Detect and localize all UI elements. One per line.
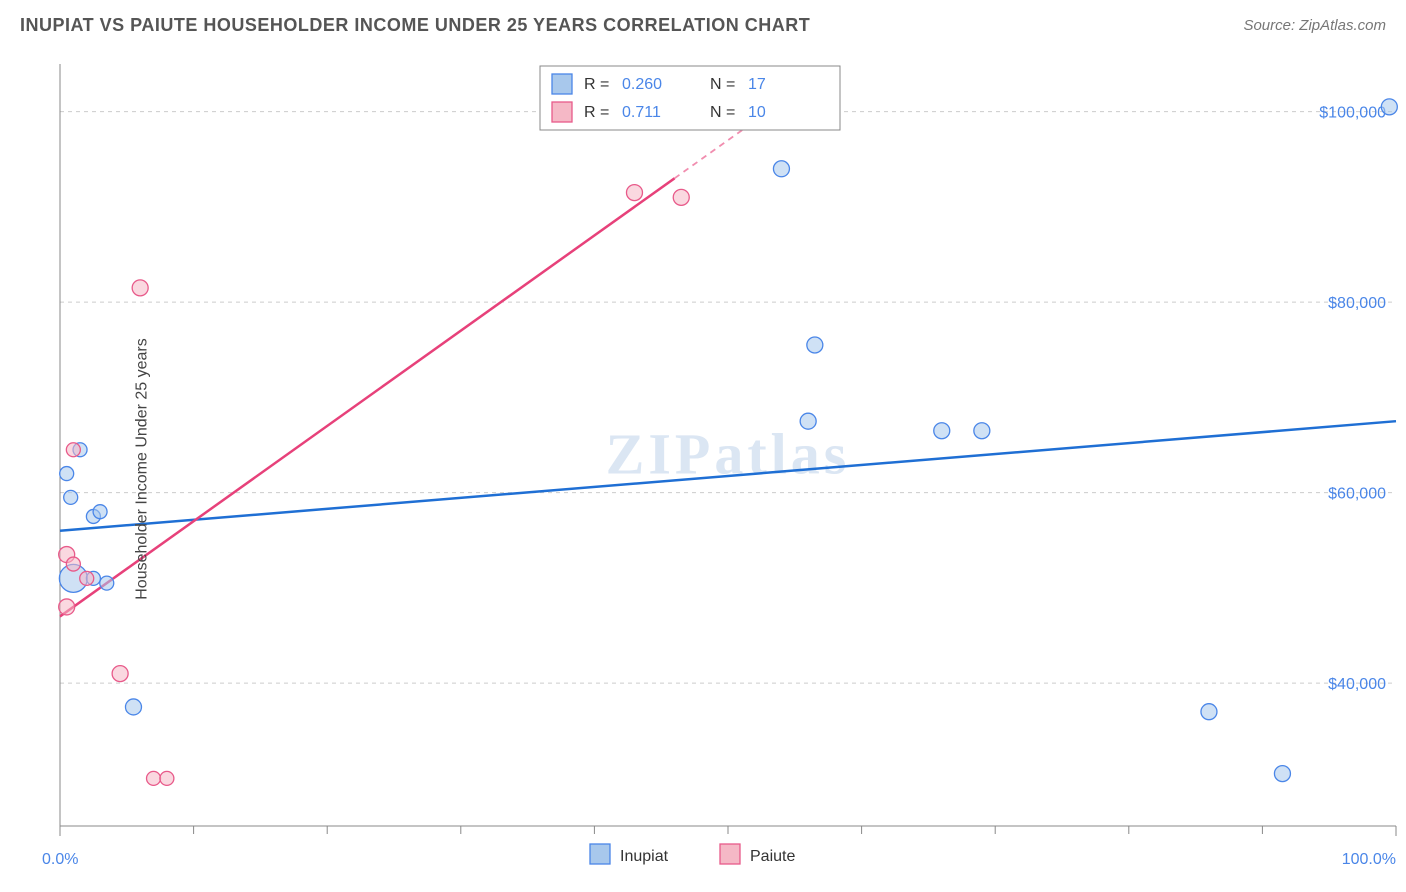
svg-text:$40,000: $40,000 — [1328, 676, 1386, 693]
svg-text:10: 10 — [748, 104, 766, 121]
svg-text:$80,000: $80,000 — [1328, 295, 1386, 312]
svg-text:Paiute: Paiute — [750, 848, 795, 865]
chart-title: INUPIAT VS PAIUTE HOUSEHOLDER INCOME UND… — [20, 15, 810, 36]
svg-text:N =: N = — [710, 104, 735, 121]
svg-text:0.0%: 0.0% — [42, 851, 78, 868]
chart-source: Source: ZipAtlas.com — [1243, 17, 1386, 34]
chart-area: Householder Income Under 25 years $40,00… — [0, 46, 1406, 892]
svg-text:N =: N = — [710, 76, 735, 93]
scatter-chart: $40,000$60,000$80,000$100,000ZIPatlas0.0… — [0, 46, 1406, 892]
svg-text:R =: R = — [584, 104, 609, 121]
y-axis-label: Householder Income Under 25 years — [134, 338, 152, 599]
svg-text:100.0%: 100.0% — [1342, 851, 1396, 868]
svg-text:0.260: 0.260 — [622, 76, 662, 93]
chart-header: INUPIAT VS PAIUTE HOUSEHOLDER INCOME UND… — [0, 0, 1406, 46]
svg-text:17: 17 — [748, 76, 766, 93]
svg-text:$100,000: $100,000 — [1319, 105, 1386, 122]
svg-text:$60,000: $60,000 — [1328, 486, 1386, 503]
svg-text:Inupiat: Inupiat — [620, 848, 669, 865]
svg-text:R =: R = — [584, 76, 609, 93]
svg-text:0.711: 0.711 — [622, 104, 661, 121]
